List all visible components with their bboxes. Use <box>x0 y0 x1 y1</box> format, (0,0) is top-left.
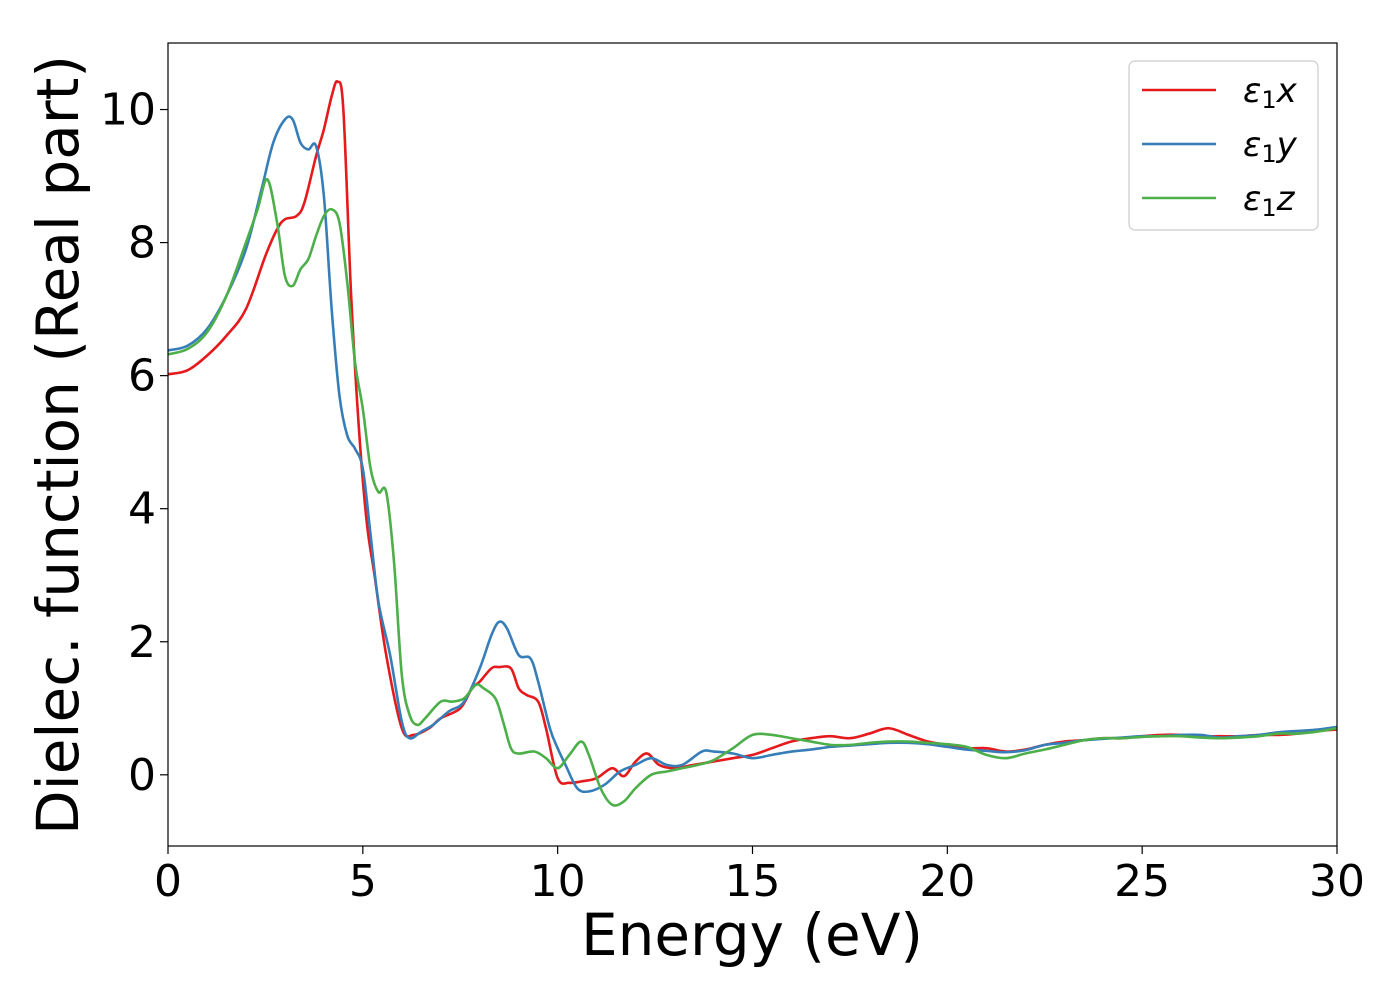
y-tick-label: 2 <box>128 617 156 668</box>
x-tick-label: 25 <box>1114 856 1170 907</box>
y-tick-label: 4 <box>128 484 156 535</box>
y-axis-title: Dielec. function (Real part) <box>24 55 92 835</box>
legend: ε1x ε1y ε1z <box>1128 60 1319 231</box>
y-tick-label: 8 <box>128 218 156 269</box>
y-tick-label: 10 <box>100 85 156 136</box>
legend-label-x: ε1x <box>1243 71 1298 114</box>
y-axis-ticks: 0 2 4 6 8 10 <box>100 85 168 801</box>
x-tick-label: 5 <box>349 856 377 907</box>
x-axis-title: Energy (eV) <box>581 901 923 969</box>
series-line-z <box>167 178 1338 807</box>
legend-label-y: ε1y <box>1243 125 1298 168</box>
x-tick-label: 15 <box>725 856 781 907</box>
x-tick-label: 10 <box>530 856 586 907</box>
x-tick-label: 30 <box>1309 856 1365 907</box>
x-tick-label: 0 <box>154 856 182 907</box>
legend-box <box>1128 60 1319 231</box>
x-axis-ticks: 0 5 10 15 20 25 30 <box>154 846 1365 907</box>
x-tick-label: 20 <box>919 856 975 907</box>
plot-lines <box>167 79 1338 807</box>
y-tick-label: 6 <box>128 351 156 402</box>
legend-label-z: ε1z <box>1243 179 1296 222</box>
y-tick-label: 0 <box>128 750 156 801</box>
